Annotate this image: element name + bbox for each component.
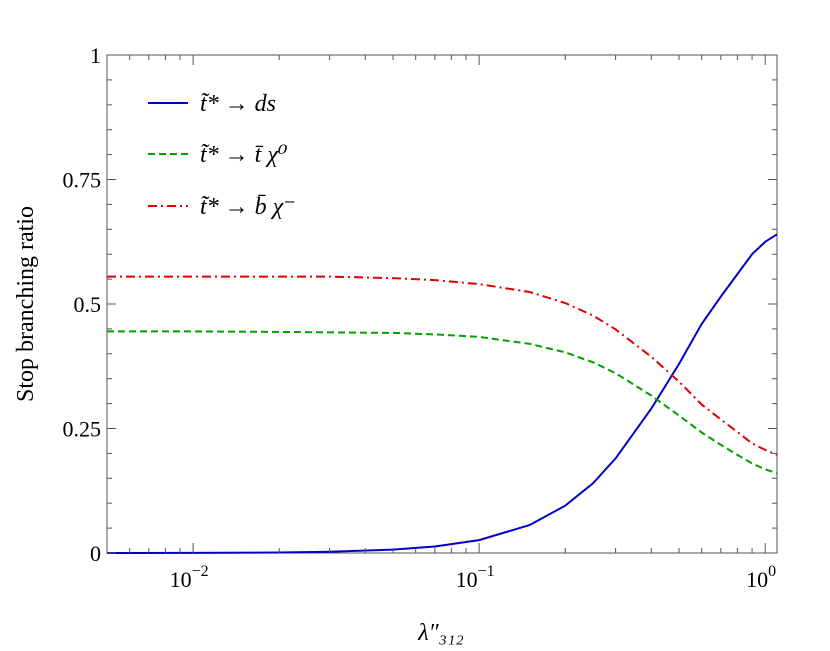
legend-entry-t-chi0: t̃* → t̄ χ⁰ (200, 142, 288, 168)
legend-entry-b-chim: t̃* → b̄ χ⁻ (200, 194, 296, 220)
plot-frame (106, 54, 778, 554)
x-axis-label: λ″₃₁₂ (417, 620, 463, 646)
x-tick-label: 10−1 (456, 563, 495, 592)
y-tick-label: 0 (90, 541, 101, 566)
legend-entry-ds: t̃* → ds (200, 91, 276, 117)
series-lines (106, 233, 778, 554)
series-line-1 (107, 330, 778, 475)
series-line-0 (106, 233, 778, 554)
y-axis-label: Stop branching ratio (13, 206, 39, 402)
x-tick-label: 10−2 (170, 563, 209, 592)
axis-ticks: 0 0.25 0.5 0.75 1 10−2 10−1 100 (63, 43, 777, 592)
y-tick-label: 0.75 (63, 168, 102, 193)
series-line-2 (107, 275, 778, 456)
y-tick-label: 0.5 (74, 292, 102, 317)
legend: t̃* → ds t̃* → t̄ χ⁰ t̃* → b̄ χ⁻ (148, 91, 296, 220)
y-tick-label: 0.25 (63, 417, 102, 442)
y-tick-label: 1 (90, 43, 101, 68)
x-tick-label: 100 (746, 563, 776, 592)
